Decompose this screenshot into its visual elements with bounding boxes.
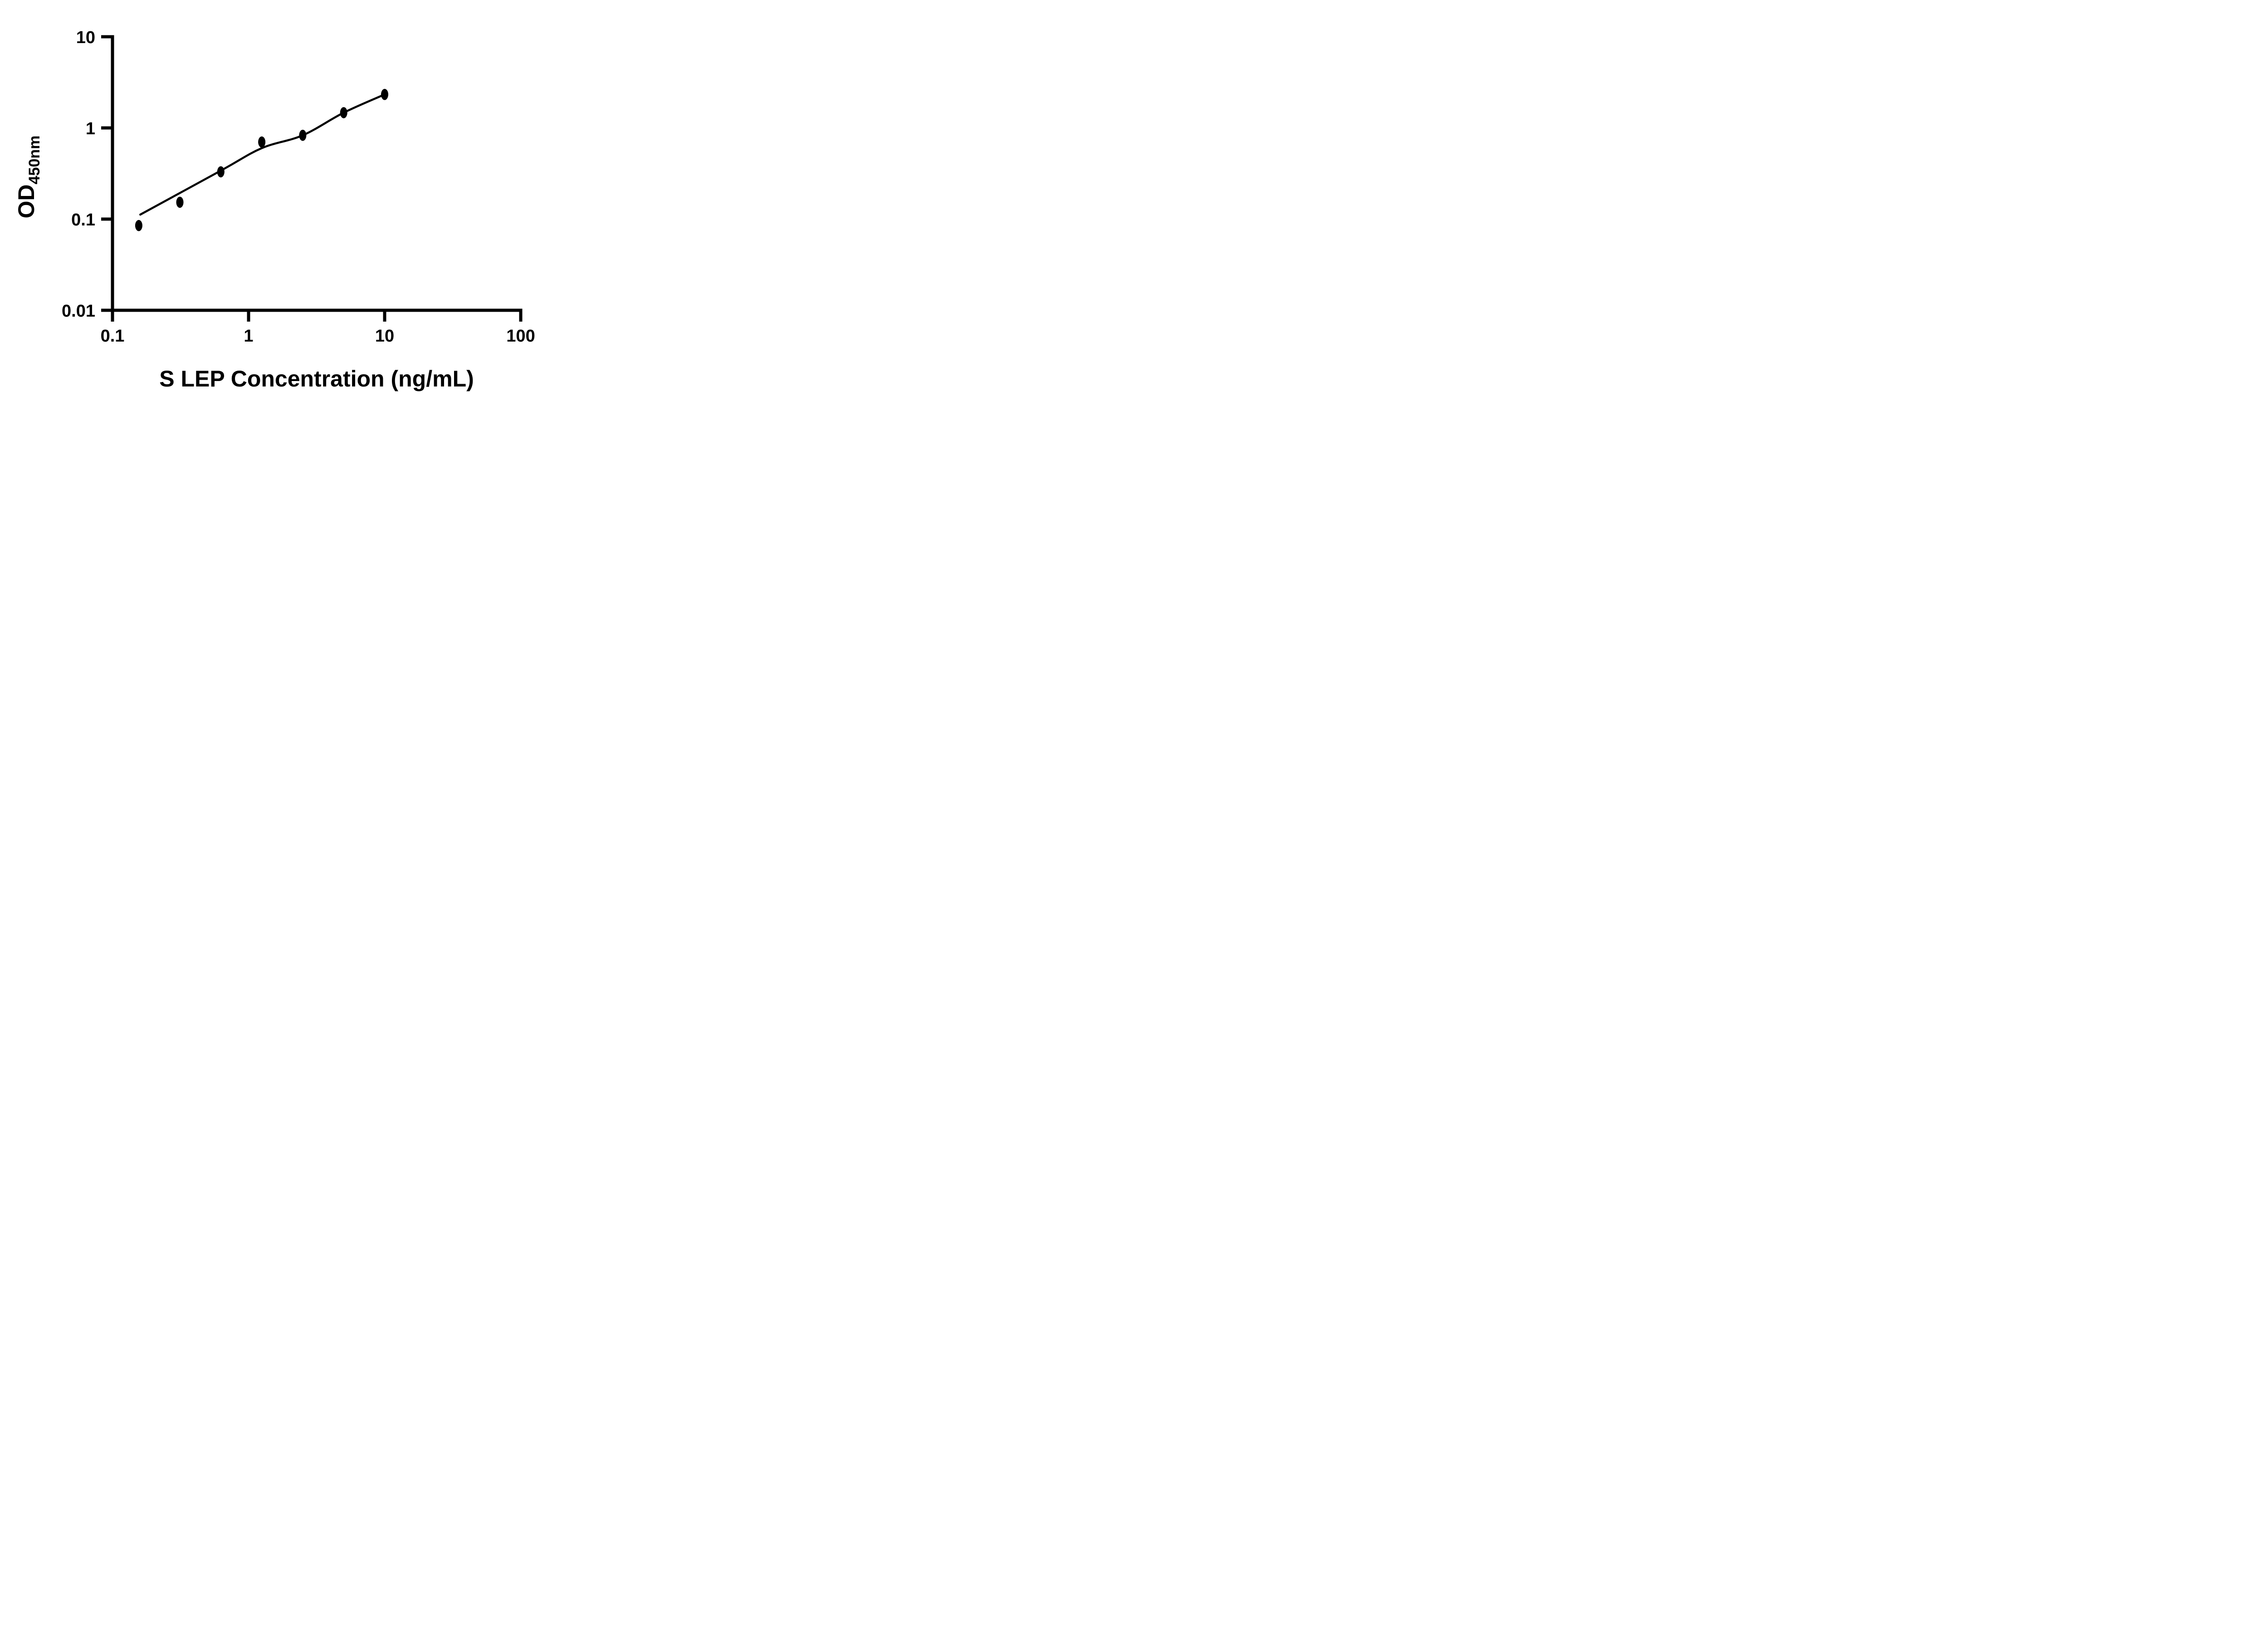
data-point-2.5 <box>299 130 307 141</box>
y-tick-label-0.01: 0.01 <box>62 302 95 321</box>
standard-curve-plot: 0.01 0.1 1 10 0.1 1 10 100 S LEP Concentration… <box>14 28 535 391</box>
x-tick-label-100: 100 <box>506 327 535 346</box>
y-axis-title-main: OD <box>14 184 39 218</box>
data-point-0.3125 <box>176 196 184 208</box>
x-tick-label-0.1: 0.1 <box>101 327 125 346</box>
elisa-standard-curve-figure: 0.01 0.1 1 10 0.1 1 10 100 S LEP Concentration… <box>0 0 583 408</box>
data-point-1.25 <box>258 136 266 148</box>
data-point-5 <box>340 107 347 118</box>
x-tick-label-10: 10 <box>375 327 394 346</box>
y-tick-label-1: 1 <box>86 119 95 138</box>
data-point-0.625 <box>217 166 225 178</box>
data-point-0.156 <box>135 220 142 231</box>
x-axis-ticks: 0.1 1 10 100 <box>101 310 535 346</box>
y-axis-ticks: 0.01 0.1 1 10 <box>62 28 112 321</box>
y-tick-label-0.1: 0.1 <box>71 210 95 230</box>
y-axis-title: OD450nm <box>14 136 43 219</box>
y-tick-label-10: 10 <box>76 28 95 47</box>
fit-curve-line <box>139 93 386 216</box>
x-axis-title: S LEP Concentration (ng/mL) <box>159 366 474 391</box>
x-tick-label-1: 1 <box>244 327 253 346</box>
data-points <box>135 88 388 231</box>
data-point-10 <box>381 88 388 100</box>
y-axis-title-subscript: 450nm <box>26 136 43 185</box>
